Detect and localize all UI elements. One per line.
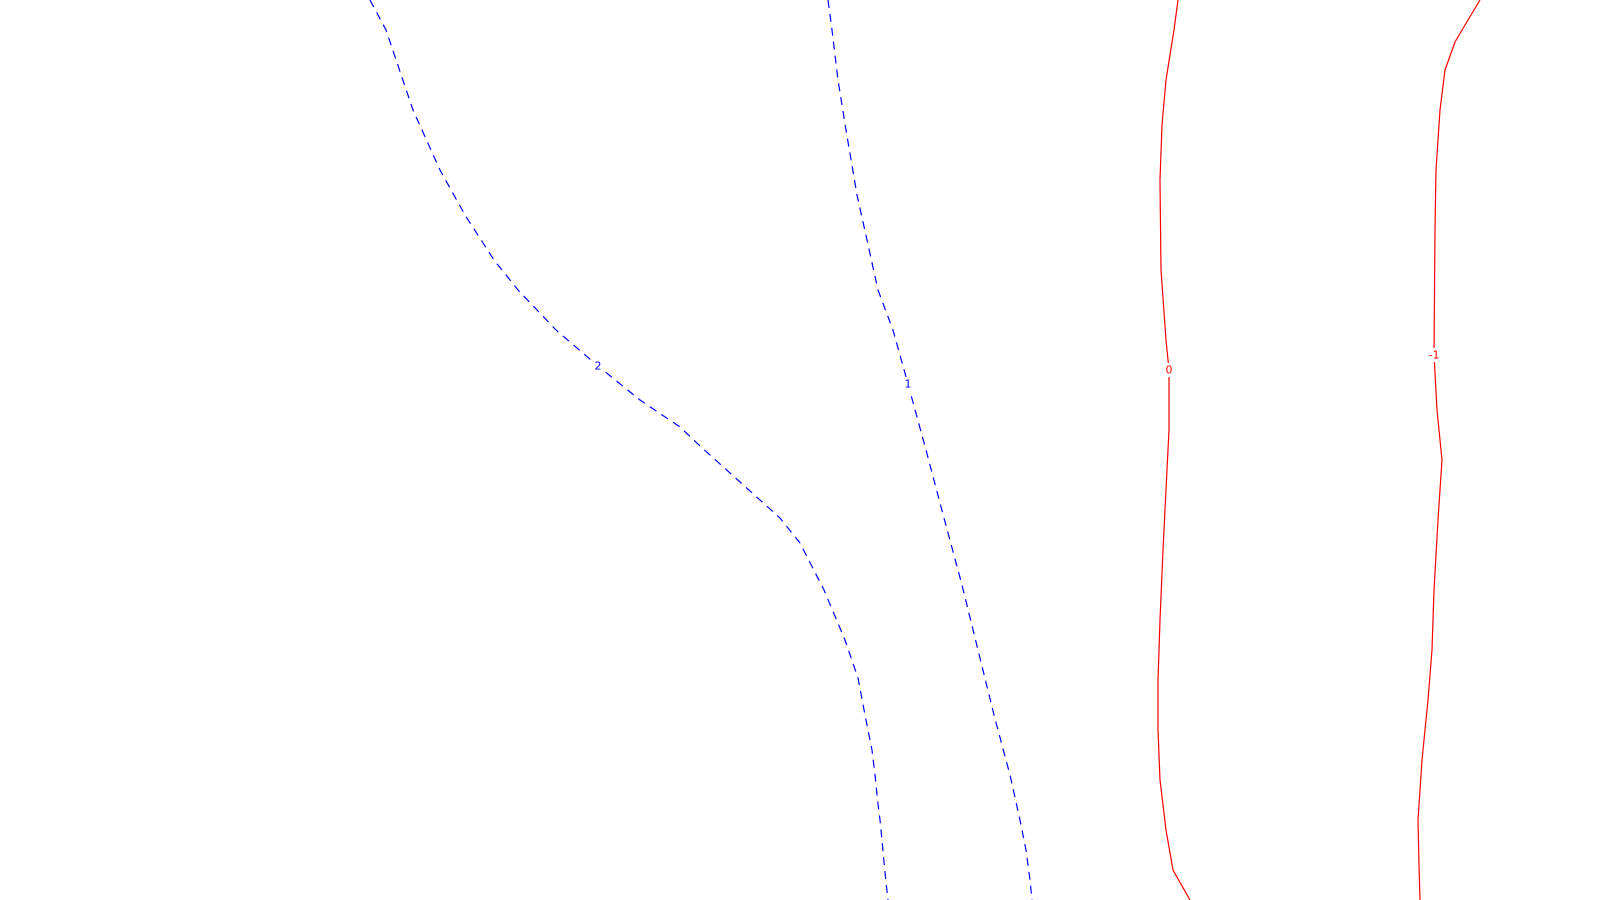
contour-label-0: 0	[1166, 364, 1173, 377]
contour-label-background	[1425, 348, 1443, 362]
contour-label-background	[902, 377, 914, 391]
contour-lines	[369, 0, 1481, 900]
contour-label-background	[592, 359, 604, 373]
contour-label-1: 1	[905, 378, 912, 391]
contour-labels: 2 1 0 -1	[592, 348, 1443, 391]
contour-line-level-2	[369, 0, 889, 900]
contour-label-background	[1163, 363, 1175, 377]
contour-line-level-0	[1157, 0, 1191, 900]
contour-label-neg1: -1	[1429, 349, 1440, 362]
contour-label-2: 2	[595, 360, 602, 373]
contour-line-level-1	[827, 0, 1033, 900]
contour-line-level-neg1	[1417, 0, 1481, 900]
